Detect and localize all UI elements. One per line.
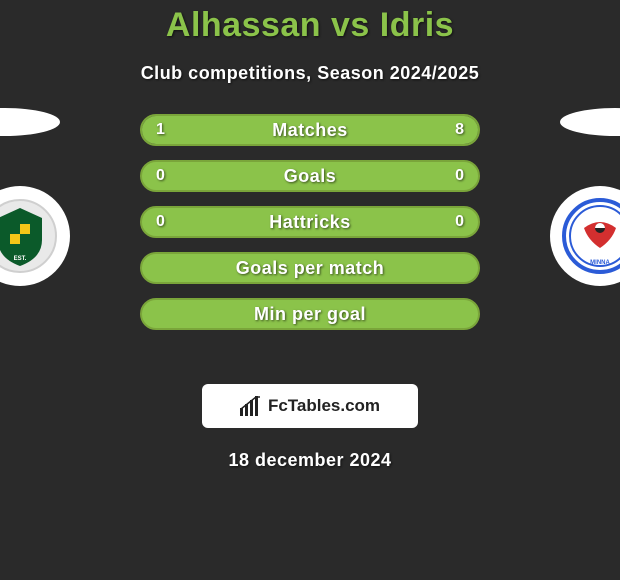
stat-label: Hattricks <box>142 208 478 236</box>
stat-row: Goals0 0 <box>140 160 480 192</box>
stat-bars: Matches18Goals00Hattricks00Goals per mat… <box>140 114 480 344</box>
watermark-box: FcTables.com <box>202 384 418 428</box>
comparison-stage: EST. MINNA Matches18Goals00Hattricks00Go… <box>0 114 620 374</box>
tornado-icon: MINNA <box>562 198 620 274</box>
stat-label: Matches <box>142 116 478 144</box>
stat-value-left: 1 <box>142 116 179 144</box>
stat-label: Goals <box>142 162 478 190</box>
stat-value-left: 0 <box>142 162 179 190</box>
svg-text:MINNA: MINNA <box>590 260 610 266</box>
shield-icon: EST. <box>0 198 58 274</box>
stat-row: Min per goal <box>140 298 480 330</box>
page-title: Alhassan vs Idris <box>0 0 620 45</box>
stat-row: Matches1 8 <box>140 114 480 146</box>
stat-value-right: 0 <box>441 208 478 236</box>
stat-row: Hattricks0 0 <box>140 206 480 238</box>
player-right-oval <box>560 108 620 136</box>
bar-chart-icon <box>240 396 262 416</box>
page-subtitle: Club competitions, Season 2024/2025 <box>0 63 620 84</box>
date-label: 18 december 2024 <box>0 450 620 471</box>
team-left-crest: EST. <box>0 186 70 286</box>
stat-value-right: 8 <box>441 116 478 144</box>
stat-row: Goals per match <box>140 252 480 284</box>
stat-label: Goals per match <box>142 254 478 282</box>
team-right-crest: MINNA <box>550 186 620 286</box>
stat-label: Min per goal <box>142 300 478 328</box>
svg-text:EST.: EST. <box>14 256 27 262</box>
watermark-text: FcTables.com <box>268 396 380 416</box>
player-left-oval <box>0 108 60 136</box>
stat-value-right: 0 <box>441 162 478 190</box>
stat-value-left: 0 <box>142 208 179 236</box>
